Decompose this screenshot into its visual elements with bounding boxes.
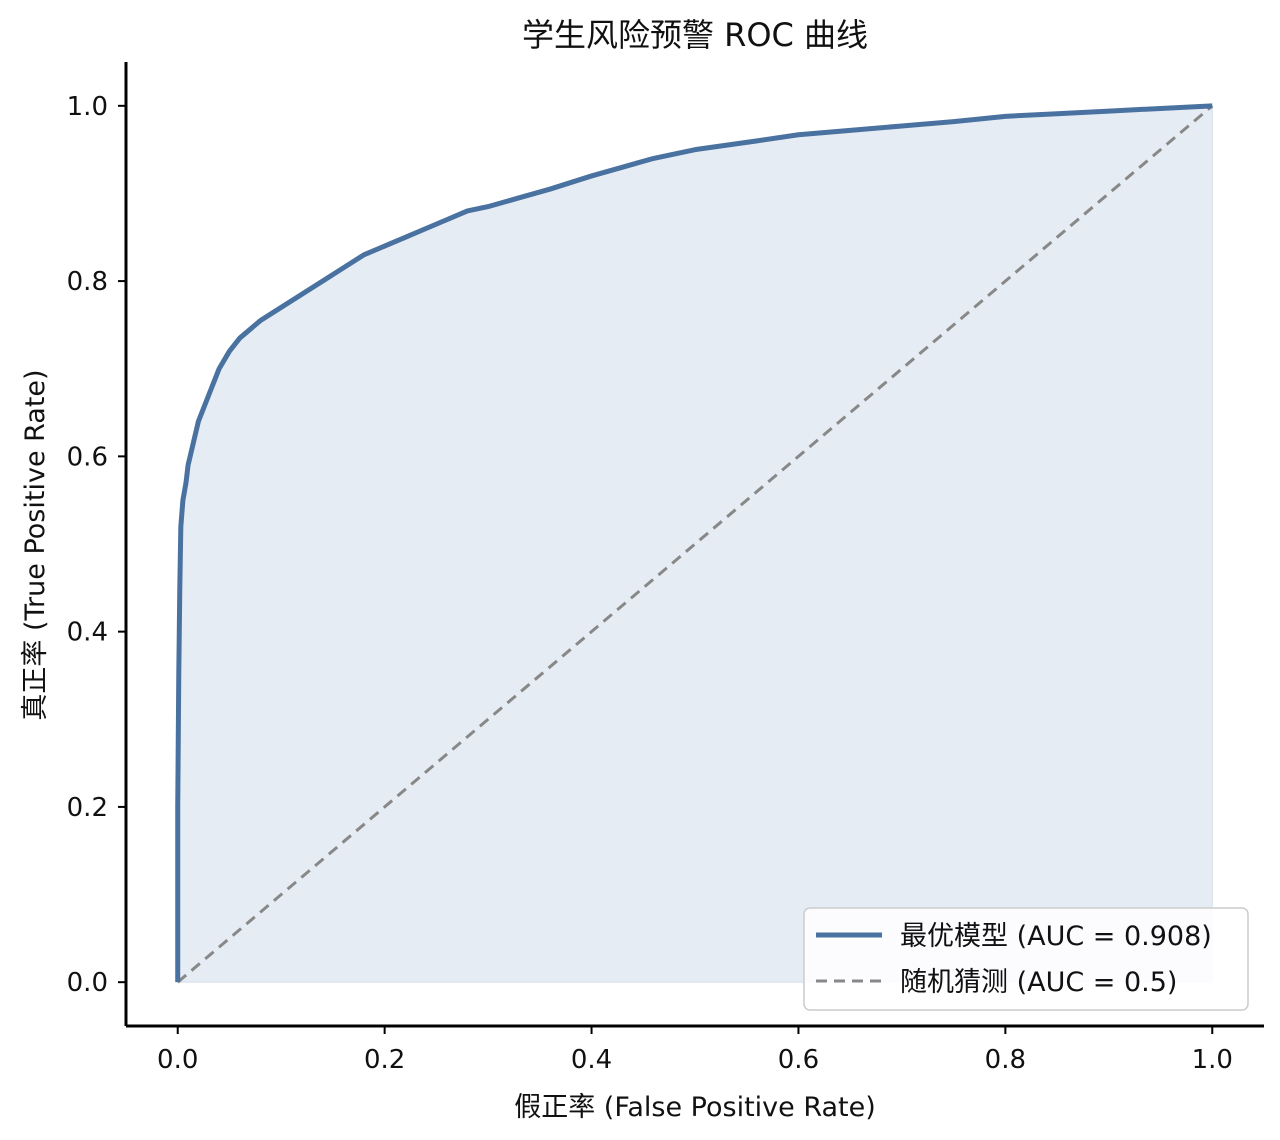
x-tick-label-2: 0.4	[571, 1045, 612, 1075]
series-1-line	[176, 104, 1214, 984]
y-tick-label-4: 0.8	[67, 267, 108, 297]
y-tick-label-0: 0.0	[67, 968, 108, 998]
axes: 0.0 0.2 0.4 0.6 0.8 1.0 0.0 0.2 0.4 0.6 0.8 1.0	[67, 62, 1264, 1075]
chart-title: 学生风险预警 ROC 曲线	[522, 16, 868, 54]
x-tick-label-3: 0.6	[778, 1045, 819, 1075]
y-tick-label-3: 0.6	[67, 442, 108, 472]
x-tick-label-0: 0.0	[157, 1045, 198, 1075]
x-axis-label: 假正率 (False Positive Rate)	[514, 1092, 876, 1123]
series-0-line	[175, 103, 1213, 983]
x-tick-label-5: 1.0	[1192, 1045, 1233, 1075]
y-tick-label-5: 1.0	[67, 92, 108, 122]
legend: 最优模型 (AUC = 0.908) 随机猜测 (AUC = 0.5)	[803, 907, 1249, 1011]
x-tick-label-4: 0.8	[985, 1045, 1026, 1075]
legend-label-1: 随机猜测 (AUC = 0.5)	[900, 967, 1177, 998]
legend-box	[803, 907, 1249, 1011]
y-tick-label-2: 0.4	[67, 618, 108, 648]
y-axis-label: 真正率 (True Positive Rate)	[20, 369, 51, 720]
plot-area	[175, 103, 1214, 984]
x-tick-label-1: 0.2	[364, 1045, 405, 1075]
legend-label-0: 最优模型 (AUC = 0.908)	[900, 921, 1212, 952]
y-tick-label-1: 0.2	[67, 793, 108, 823]
